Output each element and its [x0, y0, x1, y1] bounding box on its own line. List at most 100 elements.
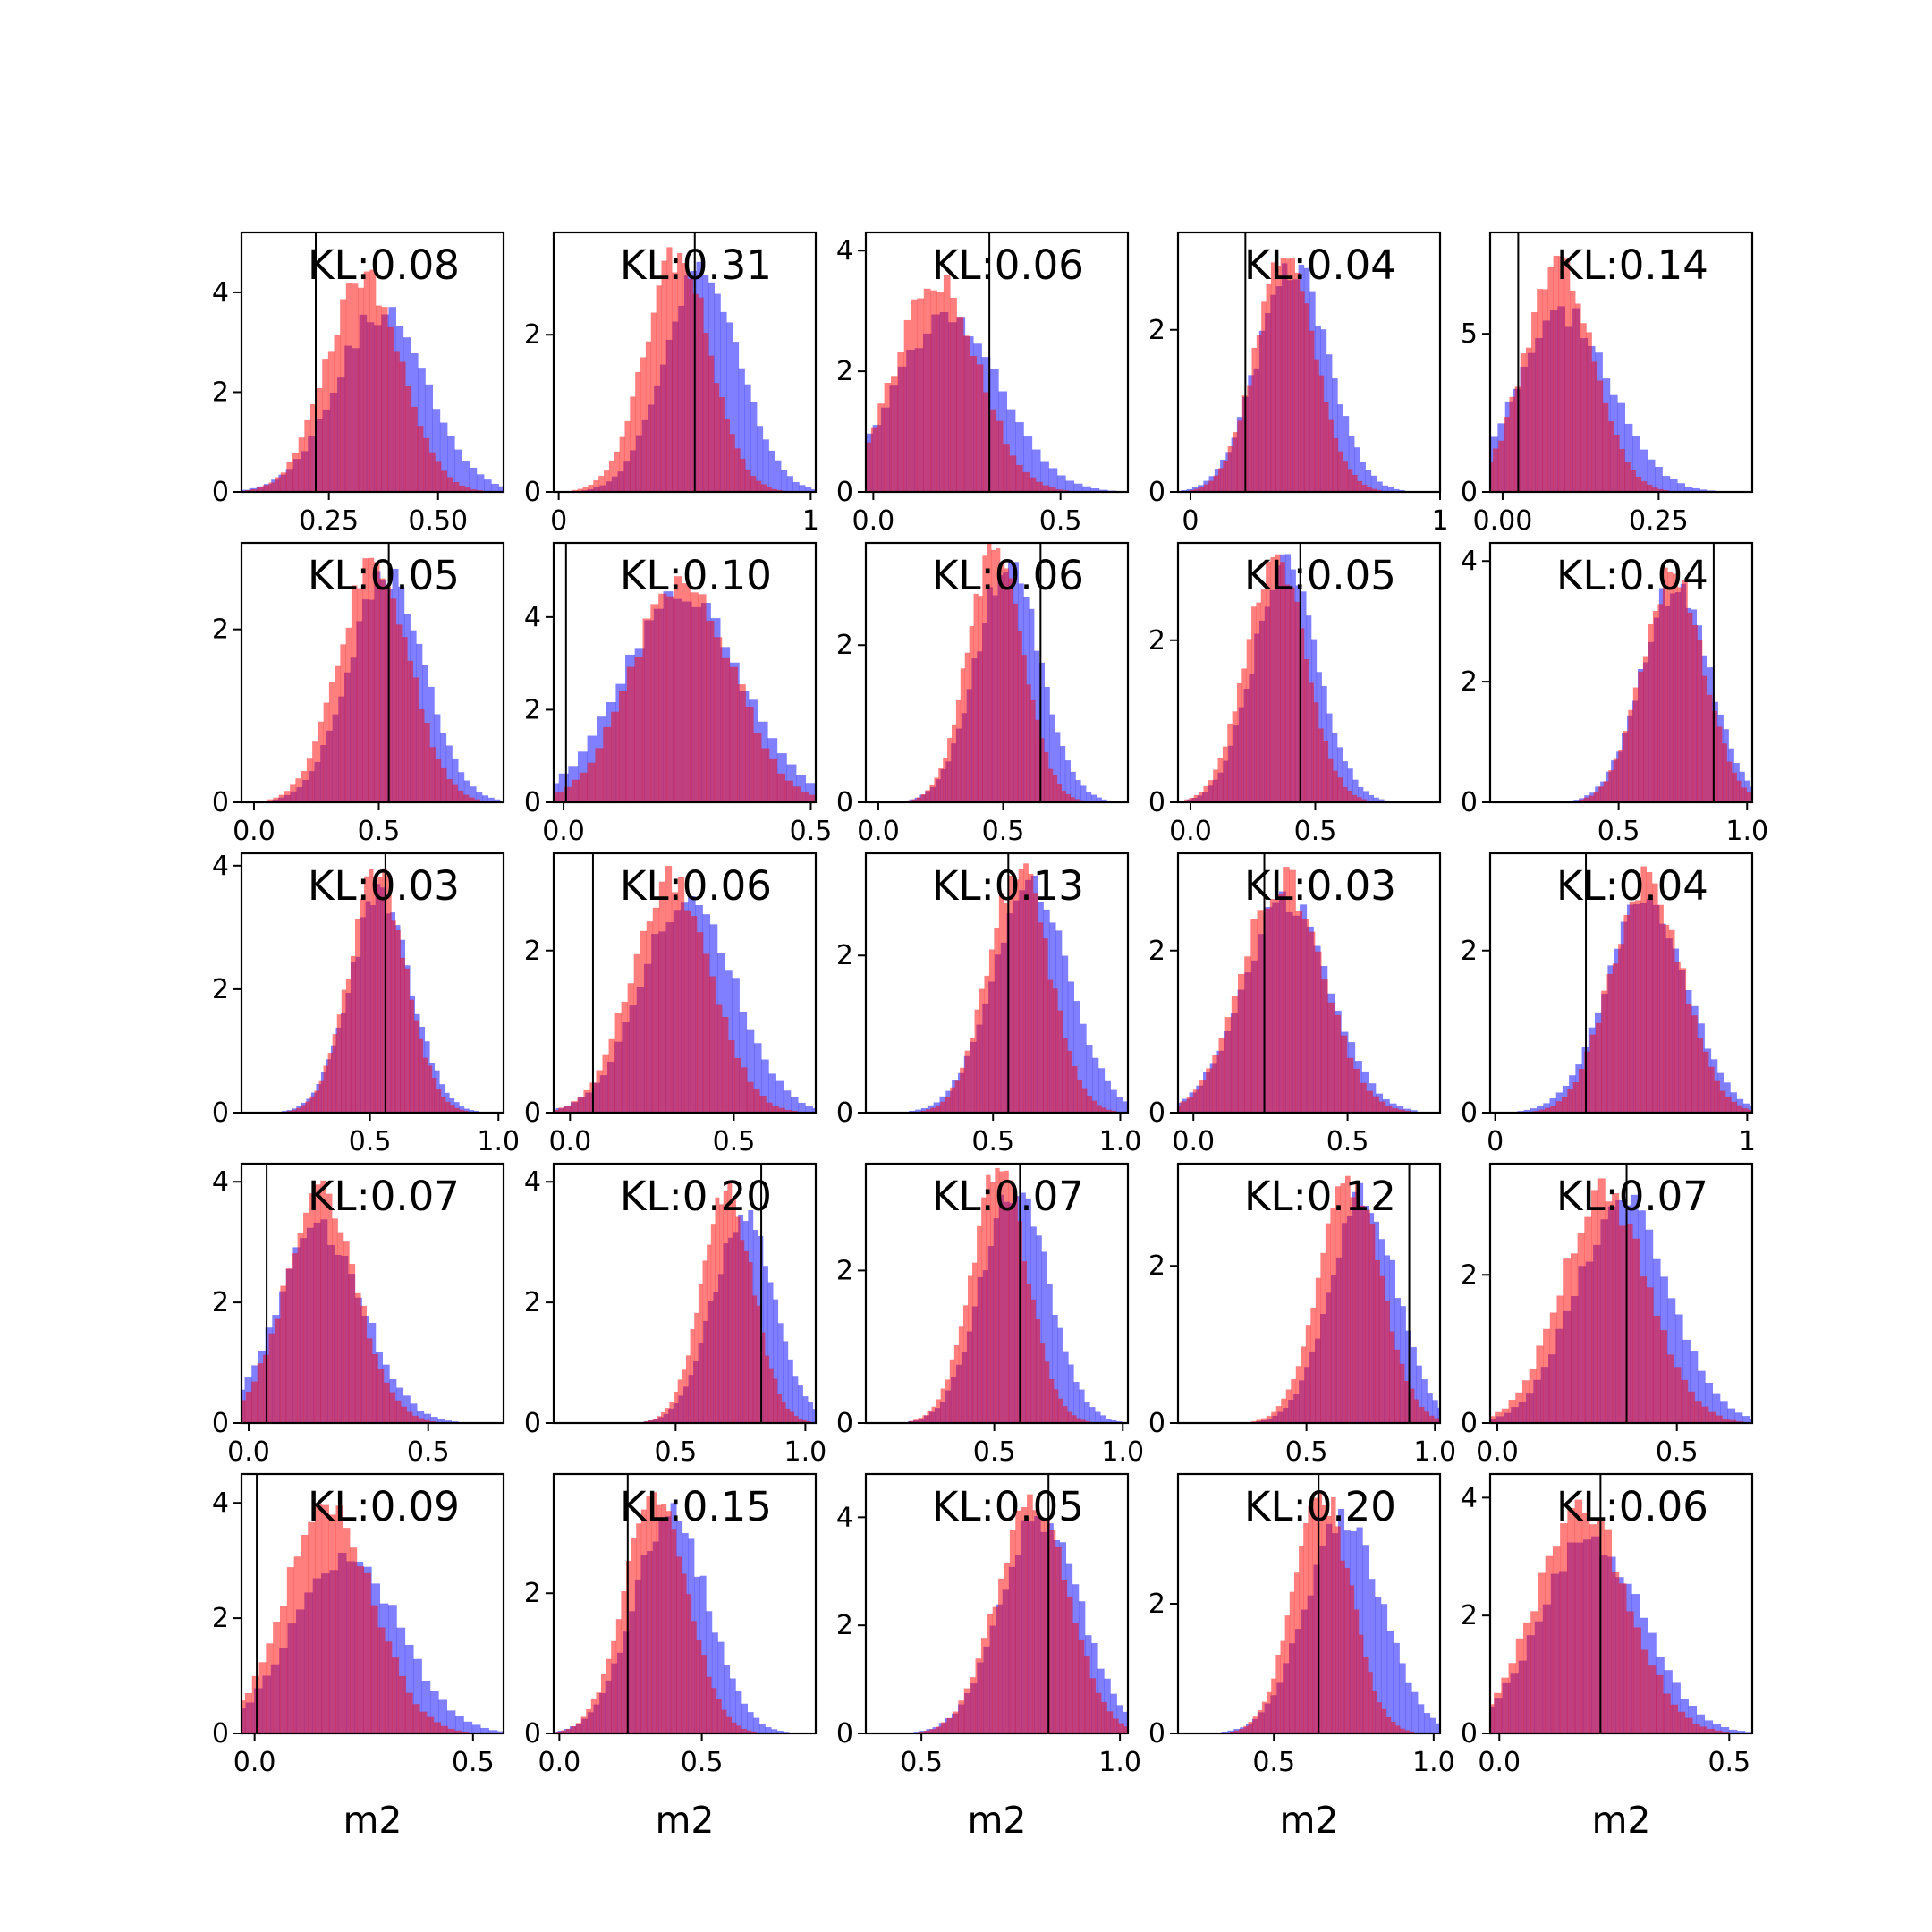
- red-bar: [729, 666, 738, 802]
- red-bar: [412, 1415, 419, 1423]
- red-bar: [1009, 455, 1017, 492]
- red-bar: [890, 376, 898, 492]
- y-tick-label: 2: [1148, 315, 1165, 346]
- kl-annotation: KL:0.05: [1244, 552, 1396, 599]
- blue-bar: [1073, 1001, 1080, 1113]
- blue-bar: [1064, 760, 1072, 802]
- blue-bar: [792, 1376, 799, 1423]
- red-bar: [242, 1700, 246, 1733]
- red-bar: [793, 1416, 799, 1423]
- red-histogram: [242, 1504, 470, 1733]
- red-bar: [731, 1722, 737, 1733]
- blue-bar: [1082, 486, 1091, 492]
- blue-bar: [1411, 1347, 1417, 1423]
- red-bar: [343, 1241, 350, 1423]
- blue-bar: [1727, 1408, 1736, 1423]
- blue-bar: [1375, 1597, 1382, 1733]
- red-bar: [741, 1728, 747, 1733]
- red-bar: [1030, 1299, 1037, 1423]
- blue-bar: [717, 1641, 724, 1733]
- red-bar: [373, 562, 380, 802]
- blue-bar: [1084, 1401, 1090, 1423]
- blue-bar: [1086, 1045, 1093, 1113]
- red-bar: [1687, 1391, 1695, 1423]
- red-bar: [1008, 578, 1014, 802]
- blue-bar: [1090, 488, 1100, 492]
- red-bar: [577, 488, 583, 492]
- red-bar: [677, 252, 683, 492]
- blue-bar: [1389, 1103, 1397, 1113]
- red-bar: [633, 953, 640, 1113]
- red-bar: [1732, 772, 1737, 802]
- red-bar: [1021, 1507, 1028, 1733]
- red-bar: [1656, 1674, 1664, 1733]
- red-bar: [446, 477, 453, 492]
- panel-frame: [552, 852, 818, 1114]
- panel-12: 0 2 0.0 0.5 KL:0.06: [524, 852, 818, 1157]
- red-bar: [1309, 682, 1314, 802]
- red-bar: [1579, 799, 1584, 802]
- x-tick-label: 0.25: [1629, 505, 1689, 537]
- red-bar: [963, 1688, 970, 1733]
- red-bar: [1199, 487, 1205, 492]
- blue-bar: [469, 1110, 475, 1113]
- y-tick-label: 2: [836, 940, 853, 971]
- red-bar: [362, 558, 369, 802]
- red-bar: [726, 1716, 733, 1733]
- red-bar: [1556, 1295, 1564, 1423]
- red-bar: [1340, 1183, 1346, 1423]
- y-tick-label: 2: [524, 1578, 541, 1609]
- red-bar: [1545, 1555, 1554, 1733]
- red-bar: [298, 437, 305, 492]
- blue-bar: [812, 1409, 816, 1423]
- red-bar: [1716, 726, 1723, 802]
- red-bar: [1368, 1672, 1373, 1733]
- red-bar: [615, 1619, 622, 1733]
- red-bar: [953, 1344, 960, 1423]
- red-bar: [1056, 784, 1063, 802]
- blue-bar: [1055, 732, 1061, 802]
- red-bar: [318, 721, 324, 802]
- red-bar: [661, 1504, 667, 1733]
- red-bar: [682, 1369, 687, 1423]
- red-bar: [350, 955, 356, 1113]
- red-bar: [1424, 1411, 1430, 1423]
- red-bar: [706, 1676, 712, 1733]
- red-bar: [759, 1095, 767, 1113]
- red-bar: [1312, 1497, 1318, 1733]
- red-bar: [1000, 562, 1005, 802]
- y-tick-label: 2: [212, 1287, 229, 1318]
- red-bar: [1545, 1107, 1551, 1113]
- panel-frame: [552, 541, 818, 804]
- blue-bar: [446, 1710, 456, 1733]
- red-bar: [1603, 781, 1609, 802]
- red-histogram: [1533, 866, 1752, 1113]
- x-tick-label: 0.0: [233, 816, 275, 847]
- blue-bar: [699, 1575, 707, 1733]
- red-bar: [352, 283, 359, 492]
- panel-6: 0 2 0.0 0.5 KL:0.05: [212, 541, 505, 847]
- red-bar: [696, 1640, 702, 1733]
- red-bar: [1061, 791, 1066, 802]
- red-bar: [1612, 963, 1619, 1113]
- x-tick-label: 0.5: [349, 1126, 392, 1157]
- blue-bar: [1377, 481, 1383, 492]
- blue-bar: [1079, 1389, 1085, 1423]
- red-bar: [379, 578, 386, 802]
- red-bar: [1607, 421, 1614, 492]
- red-bar: [1044, 1518, 1050, 1733]
- blue-bar: [1750, 1419, 1752, 1423]
- red-bar: [357, 588, 363, 802]
- red-bar: [608, 1038, 615, 1113]
- x-tick-label: 1.0: [1412, 1747, 1455, 1778]
- red-bar: [970, 356, 978, 492]
- panel-14: 0 2 0.0 0.5 KL:0.03: [1148, 852, 1442, 1157]
- red-bar: [565, 1728, 572, 1733]
- red-bar: [1076, 1418, 1081, 1423]
- y-tick-label: 2: [1461, 1600, 1478, 1631]
- blue-bar: [1617, 402, 1625, 492]
- blue-bar: [1116, 1097, 1123, 1113]
- red-bar: [634, 657, 643, 802]
- blue-bar: [470, 786, 477, 802]
